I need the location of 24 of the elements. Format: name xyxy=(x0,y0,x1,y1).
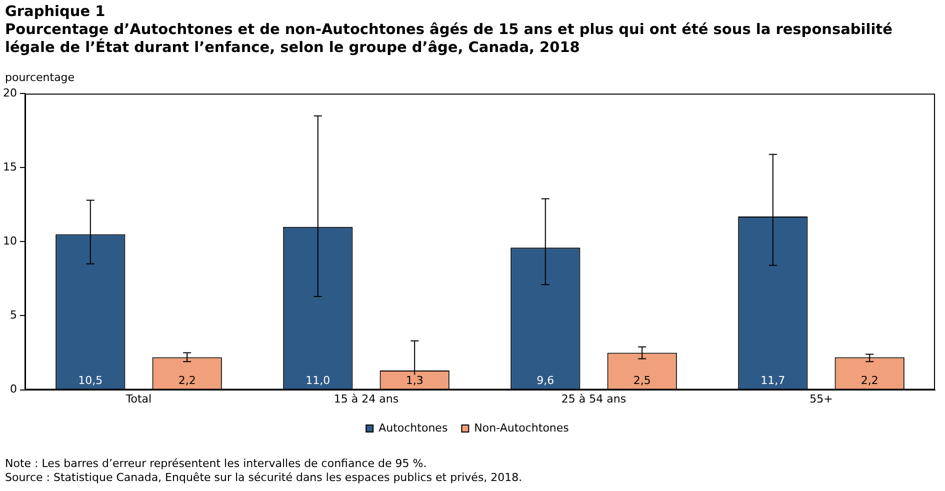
y-tick-label: 15 xyxy=(2,160,17,174)
y-tick-label: 0 xyxy=(10,382,17,396)
y-tick-label: 10 xyxy=(2,234,17,248)
text: Note : Les barres d’erreur représentent les intervalles de confiance de 95 %. xyxy=(5,457,428,471)
x-tick-label: Total xyxy=(124,392,152,406)
source-note: Source : Statistique Canada, Enquête sur la sécurité dans les espaces publics et privés, 2018. xyxy=(5,471,522,485)
legend-label: Non-Autochtones xyxy=(474,421,570,434)
y-axis-title: pourcentage xyxy=(5,71,75,84)
chart-title: Graphique 1 xyxy=(5,3,106,21)
data-label: 2,2 xyxy=(860,374,878,388)
chart-subtitle: Pourcentage d’Autochtones et de non-Autochtones âgés de 15 ans et plus qui ont été sous la responsabilité légale de l’État durant l’enfance, selon le groupe d’âge, Canada, 2018 xyxy=(5,21,894,57)
legend-label: Autochtones xyxy=(378,421,448,434)
y-tick-label: 20 xyxy=(2,86,17,100)
data-label: 2,5 xyxy=(633,374,651,388)
data-label: 2,2 xyxy=(178,374,196,388)
data-label: 1,3 xyxy=(406,374,424,388)
x-tick-label: 25 à 54 ans xyxy=(561,392,626,406)
x-tick-label: 15 à 24 ans xyxy=(334,392,399,406)
y-tick-label: 5 xyxy=(10,308,17,322)
data-label: 9,6 xyxy=(536,374,554,388)
x-tick-label: 55+ xyxy=(810,392,833,406)
data-label: 11,7 xyxy=(760,374,786,388)
data-label: 11,0 xyxy=(306,374,330,388)
data-label: 10,5 xyxy=(78,374,103,388)
